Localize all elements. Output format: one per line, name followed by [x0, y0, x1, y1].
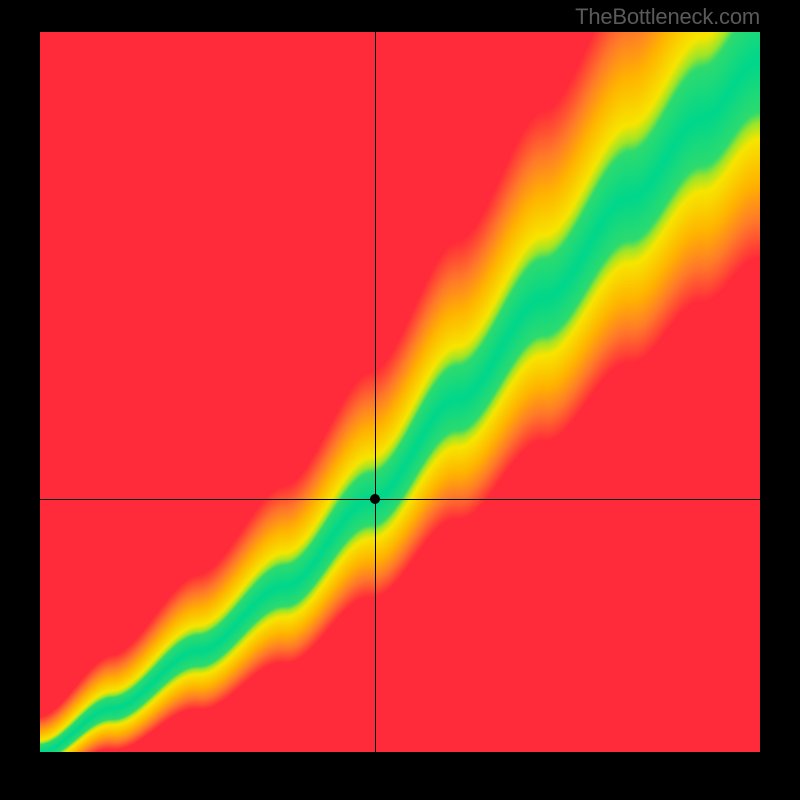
crosshair-vertical-line — [375, 32, 376, 752]
heatmap-canvas — [40, 32, 760, 752]
crosshair-point-marker — [370, 494, 380, 504]
chart-container: TheBottleneck.com — [0, 0, 800, 800]
crosshair-horizontal-line — [40, 499, 760, 500]
plot-area — [40, 32, 760, 752]
watermark-text: TheBottleneck.com — [575, 4, 760, 30]
